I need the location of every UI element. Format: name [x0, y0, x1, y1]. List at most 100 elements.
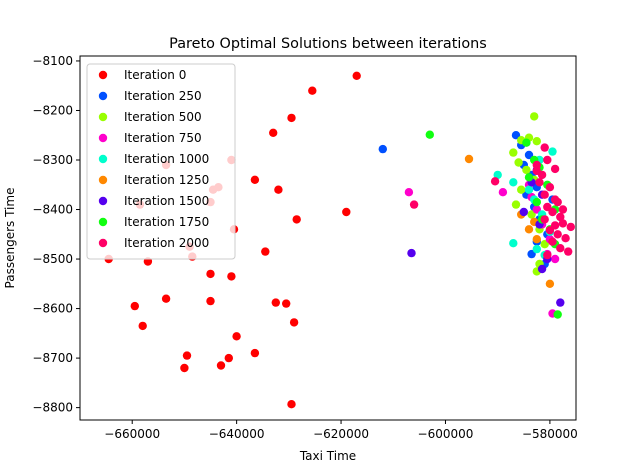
x-tick-label: −580000	[522, 427, 578, 441]
point-series-2-0	[530, 112, 539, 121]
point-series-5-4	[532, 235, 541, 244]
legend-entry-label: Iteration 1000	[124, 152, 209, 166]
point-series-7-11	[553, 310, 562, 319]
x-tick-label: −640000	[209, 427, 265, 441]
point-series-0-27	[138, 321, 147, 331]
y-tick-label: −8500	[32, 252, 73, 266]
point-series-4-9	[509, 239, 518, 248]
point-series-8-7	[535, 178, 544, 187]
legend-marker	[98, 238, 108, 248]
legend-marker	[98, 91, 108, 101]
point-series-8-8	[545, 183, 555, 192]
point-series-4-1	[509, 178, 518, 187]
point-series-0-23	[206, 296, 215, 306]
point-series-8-1	[490, 177, 500, 186]
y-tick-label: −8200	[32, 103, 73, 117]
legend-entry-label: Iteration 1250	[124, 173, 209, 187]
point-series-0-24	[271, 298, 280, 307]
point-series-8-3	[532, 160, 541, 170]
point-series-2-6	[522, 165, 531, 175]
legend-marker	[98, 112, 108, 122]
point-series-8-23	[564, 247, 573, 256]
point-series-3-7	[550, 254, 560, 264]
legend-marker	[98, 217, 108, 227]
x-axis-ticks: −660000 −640000 −620000 −600000 −580000	[104, 420, 578, 441]
point-series-8-15	[558, 219, 568, 228]
y-tick-label: −8800	[32, 401, 73, 415]
point-series-8-6	[550, 164, 560, 174]
point-series-1-0	[378, 144, 387, 154]
point-series-3-0	[404, 188, 414, 197]
point-series-7-6	[532, 197, 541, 207]
point-series-0-1	[308, 86, 317, 95]
point-series-0-35	[287, 400, 296, 409]
legend-entry-label: Iteration 1500	[124, 194, 209, 208]
point-series-3-4	[532, 205, 541, 214]
point-series-6-8	[556, 298, 565, 307]
point-series-8-13	[556, 212, 565, 222]
point-series-8-12	[548, 207, 557, 217]
legend-entry-label: Iteration 0	[124, 68, 186, 82]
point-series-8-20	[561, 234, 570, 243]
y-axis-ticks: −8800 −8700 −8600 −8500 −8400 −8300 −8200 −8100	[32, 54, 80, 415]
point-series-6-4	[519, 207, 528, 217]
plot-frame	[79, 55, 577, 421]
y-tick-label: −8700	[32, 351, 73, 365]
legend-marker	[98, 154, 108, 164]
point-series-0-29	[232, 332, 241, 341]
y-tick-label: −8400	[32, 203, 73, 217]
point-series-0-0	[352, 71, 361, 81]
point-series-3-1	[498, 188, 508, 197]
point-series-0-13	[292, 215, 301, 224]
point-series-1-1	[511, 131, 521, 140]
point-series-2-3	[532, 137, 541, 146]
point-series-2-8	[517, 185, 526, 194]
point-series-8-22	[556, 244, 565, 253]
point-series-6-7	[537, 264, 547, 274]
point-series-5-0	[464, 154, 474, 164]
x-tick-label: −600000	[418, 427, 474, 441]
point-series-0-30	[250, 348, 260, 358]
point-series-8-18	[545, 226, 555, 235]
point-series-0-25	[282, 299, 291, 308]
legend-marker	[98, 133, 108, 143]
point-series-7-1	[522, 138, 531, 147]
x-axis-label: Taxi Time	[299, 449, 356, 463]
point-series-0-12	[342, 207, 351, 217]
point-series-0-31	[182, 351, 192, 360]
point-series-0-33	[216, 361, 226, 370]
point-series-8-24	[543, 250, 552, 260]
point-series-2-9	[511, 200, 521, 209]
point-series-6-0	[407, 248, 416, 258]
point-series-8-27	[550, 195, 560, 204]
chart-title: Pareto Optimal Solutions between iterati…	[169, 36, 487, 52]
point-series-8-4	[543, 155, 552, 165]
y-tick-label: −8600	[32, 302, 73, 316]
y-tick-label: −8300	[32, 153, 73, 167]
point-series-8-9	[540, 190, 549, 199]
x-tick-label: −660000	[104, 427, 160, 441]
point-series-0-32	[224, 353, 233, 363]
legend-box	[86, 63, 236, 260]
point-series-0-26	[130, 301, 139, 311]
legend: Iteration 0 Iteration 250 Iteration 500 Ite…	[86, 63, 236, 260]
legend-entry-label: Iteration 2000	[124, 236, 209, 250]
point-series-4-2	[548, 147, 557, 156]
point-series-4-8	[532, 244, 541, 254]
legend-entry-label: Iteration 500	[124, 110, 202, 124]
point-series-0-28	[289, 318, 299, 327]
y-axis-label: Passengers Time	[3, 188, 17, 289]
point-series-8-14	[540, 215, 549, 224]
point-series-1-3	[524, 150, 534, 160]
legend-marker	[98, 70, 108, 80]
legend-entry-label: Iteration 750	[124, 131, 202, 145]
point-series-2-5	[514, 158, 523, 167]
point-series-0-21	[227, 272, 236, 281]
point-series-8-11	[543, 202, 552, 212]
point-series-4-0	[493, 170, 502, 180]
point-series-2-10	[527, 210, 536, 219]
point-series-8-21	[548, 237, 557, 246]
x-tick-label: −620000	[313, 427, 369, 441]
point-series-7-4	[524, 173, 534, 182]
